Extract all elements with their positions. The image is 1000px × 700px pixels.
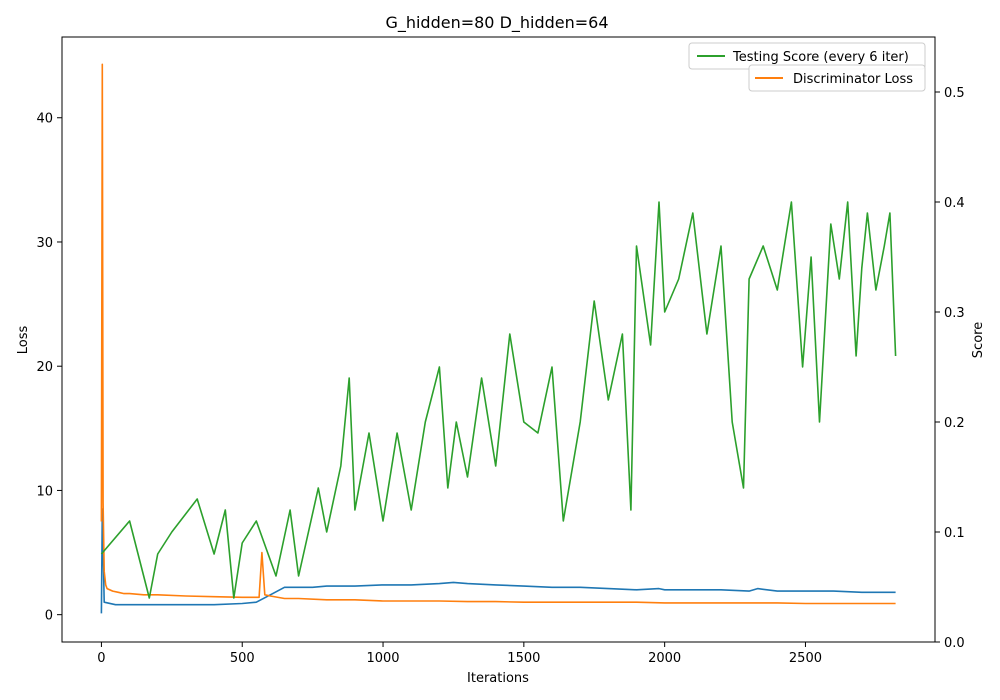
- legend-label-score: Testing Score (every 6 iter): [732, 50, 909, 65]
- plot-frame: [61, 36, 936, 643]
- y-axis-right: 0.0 0.1 0.2 0.3 0.4 0.5: [935, 86, 965, 651]
- series-line-1: [100, 63, 896, 605]
- y2-axis-label: Score: [971, 322, 986, 358]
- y2-tick-label-2: 0.2: [944, 416, 965, 431]
- legend: Testing Score (every 6 iter) Discriminat…: [688, 42, 926, 92]
- x-axis-label: Iterations: [467, 671, 529, 686]
- legend-box-disc: [748, 64, 926, 92]
- x-tick-label-2: 1000: [366, 651, 399, 666]
- y-tick-label-4: 40: [36, 112, 53, 127]
- y2-tick-label-5: 0.5: [944, 86, 965, 101]
- y-axis-left: 0 10 20 30 40: [36, 112, 62, 624]
- y-axis-label: Loss: [16, 326, 31, 355]
- x-tick-label-5: 2500: [789, 651, 822, 666]
- y-tick-label-1: 10: [36, 484, 53, 499]
- plot-lines: [100, 63, 897, 614]
- series-line-2: [100, 508, 896, 614]
- y2-tick-label-1: 0.1: [944, 526, 965, 541]
- y2-tick-label-3: 0.3: [944, 306, 965, 321]
- x-axis: 0 500 1000 1500 2000 2500: [97, 642, 822, 666]
- y2-tick-label-0: 0.0: [944, 636, 965, 651]
- y-tick-label-3: 30: [36, 236, 53, 251]
- chart-title: G_hidden=80 D_hidden=64: [385, 13, 608, 33]
- legend-label-disc: Discriminator Loss: [793, 72, 913, 87]
- y2-tick-label-4: 0.4: [944, 196, 965, 211]
- x-tick-label-0: 0: [97, 651, 105, 666]
- x-tick-label-4: 2000: [648, 651, 681, 666]
- x-tick-label-3: 1500: [507, 651, 540, 666]
- y-tick-label-0: 0: [45, 609, 53, 624]
- series-line-0: [100, 201, 897, 599]
- x-tick-label-1: 500: [230, 651, 255, 666]
- y-tick-label-2: 20: [36, 360, 53, 375]
